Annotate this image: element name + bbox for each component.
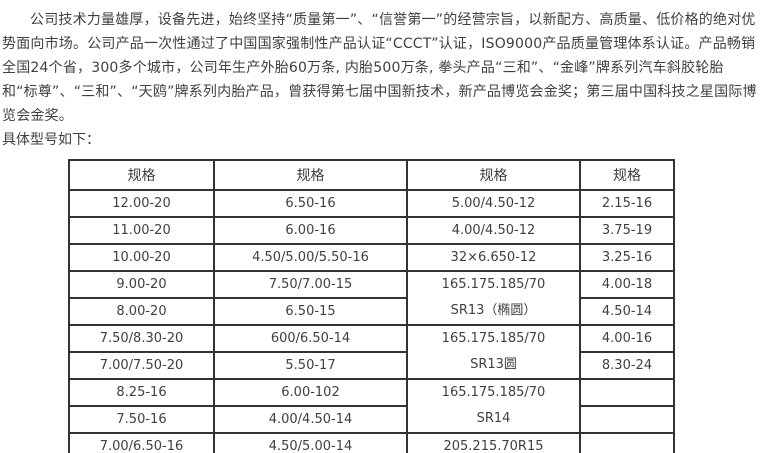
merged-cell-line: 165.175.185/70 bbox=[441, 331, 546, 346]
table-row: 7.50-16 4.00/4.50-14 bbox=[68, 405, 675, 434]
spec-cell: 6.00-16 bbox=[213, 216, 408, 245]
spec-cell: 32×6.650-12 bbox=[406, 243, 581, 272]
spec-cell-empty bbox=[579, 405, 675, 434]
spec-cell: 6.50-15 bbox=[213, 297, 408, 326]
spec-cell: 2.15-16 bbox=[579, 189, 675, 218]
spec-cell: 4.00/4.50-14 bbox=[213, 405, 408, 434]
spec-cell: 10.00-20 bbox=[68, 243, 215, 272]
merged-cell-line: 165.175.185/70 bbox=[441, 277, 546, 292]
models-label: 具体型号如下： bbox=[2, 132, 100, 148]
col4-header: 规格 bbox=[579, 159, 675, 191]
table-row: 10.00-20 4.50/5.00/5.50-16 32×6.650-12 3… bbox=[68, 243, 675, 272]
spec-cell: 3.75-19 bbox=[579, 216, 675, 245]
spec-cell: 600/6.50-14 bbox=[213, 324, 408, 353]
table-row: 7.00/6.50-16 4.50/5.00-14 205.215.70R15 bbox=[68, 432, 675, 453]
spec-cell: 6.00-102 bbox=[213, 378, 408, 407]
table-row: 7.00/7.50-20 5.50-17 8.30-24 bbox=[68, 351, 675, 380]
merged-cell-line: 165.175.185/70 bbox=[441, 385, 546, 400]
spec-cell-merged: 165.175.185/70 SR13（椭圆） bbox=[406, 270, 581, 326]
spec-cell: 205.215.70R15 bbox=[406, 432, 581, 453]
spec-cell: 5.00/4.50-12 bbox=[406, 189, 581, 218]
table-row: 8.00-20 6.50-15 4.50-14 bbox=[68, 297, 675, 326]
merged-cell-line: SR13圆 bbox=[470, 357, 517, 372]
document: 公司技术力量雄厚，设备先进，始终坚持“质量第一”、“信誉第一”的经营宗旨，以新配… bbox=[0, 8, 760, 453]
spec-cell: 12.00-20 bbox=[68, 189, 215, 218]
spec-cell: 4.00/4.50-12 bbox=[406, 216, 581, 245]
merged-cell-line: SR14 bbox=[476, 411, 511, 426]
spec-table-body: 12.00-20 6.50-16 5.00/4.50-12 2.15-16 11… bbox=[68, 189, 675, 453]
spec-cell: 11.00-20 bbox=[68, 216, 215, 245]
spec-cell: 8.30-24 bbox=[579, 351, 675, 380]
spec-cell: 7.50/7.00-15 bbox=[213, 270, 408, 299]
spec-cell: 4.50/5.00-14 bbox=[213, 432, 408, 453]
spec-cell-merged: 165.175.185/70 SR14 bbox=[406, 378, 581, 434]
table-row: 8.25-16 6.00-102 165.175.185/70 SR14 bbox=[68, 378, 675, 434]
spec-cell-empty bbox=[579, 432, 675, 453]
spec-cell-merged: 165.175.185/70 SR13圆 bbox=[406, 324, 581, 380]
spec-table: 规格 规格 规格 规格 12.00-20 6.50-16 5.00/4.50-1… bbox=[68, 159, 675, 453]
col3-header: 规格 bbox=[406, 159, 581, 191]
table-row: 7.50/8.30-20 600/6.50-14 165.175.185/70 … bbox=[68, 324, 675, 380]
spec-cell: 4.50/5.00/5.50-16 bbox=[213, 243, 408, 272]
header-row: 规格 规格 规格 规格 bbox=[68, 159, 675, 191]
spec-cell: 7.50-16 bbox=[68, 405, 215, 434]
spec-cell: 3.25-16 bbox=[579, 243, 675, 272]
intro-paragraph: 公司技术力量雄厚，设备先进，始终坚持“质量第一”、“信誉第一”的经营宗旨，以新配… bbox=[2, 12, 757, 124]
spec-cell: 4.00-18 bbox=[579, 270, 675, 299]
spec-cell: 7.50/8.30-20 bbox=[68, 324, 215, 353]
merged-cell-line: SR13（椭圆） bbox=[450, 303, 537, 318]
spec-table-header: 规格 规格 规格 规格 bbox=[68, 159, 675, 191]
table-row: 12.00-20 6.50-16 5.00/4.50-12 2.15-16 bbox=[68, 189, 675, 218]
spec-cell: 8.25-16 bbox=[68, 378, 215, 407]
col1-header: 规格 bbox=[68, 159, 215, 191]
table-row: 9.00-20 7.50/7.00-15 165.175.185/70 SR13… bbox=[68, 270, 675, 326]
spec-cell: 4.50-14 bbox=[579, 297, 675, 326]
spec-cell: 4.00-16 bbox=[579, 324, 675, 353]
spec-cell: 8.00-20 bbox=[68, 297, 215, 326]
spec-cell: 6.50-16 bbox=[213, 189, 408, 218]
spec-cell: 7.00/7.50-20 bbox=[68, 351, 215, 380]
spec-cell: 9.00-20 bbox=[68, 270, 215, 299]
spec-cell: 5.50-17 bbox=[213, 351, 408, 380]
table-row: 11.00-20 6.00-16 4.00/4.50-12 3.75-19 bbox=[68, 216, 675, 245]
spec-cell: 7.00/6.50-16 bbox=[68, 432, 215, 453]
spec-cell-empty bbox=[579, 378, 675, 407]
col2-header: 规格 bbox=[213, 159, 408, 191]
